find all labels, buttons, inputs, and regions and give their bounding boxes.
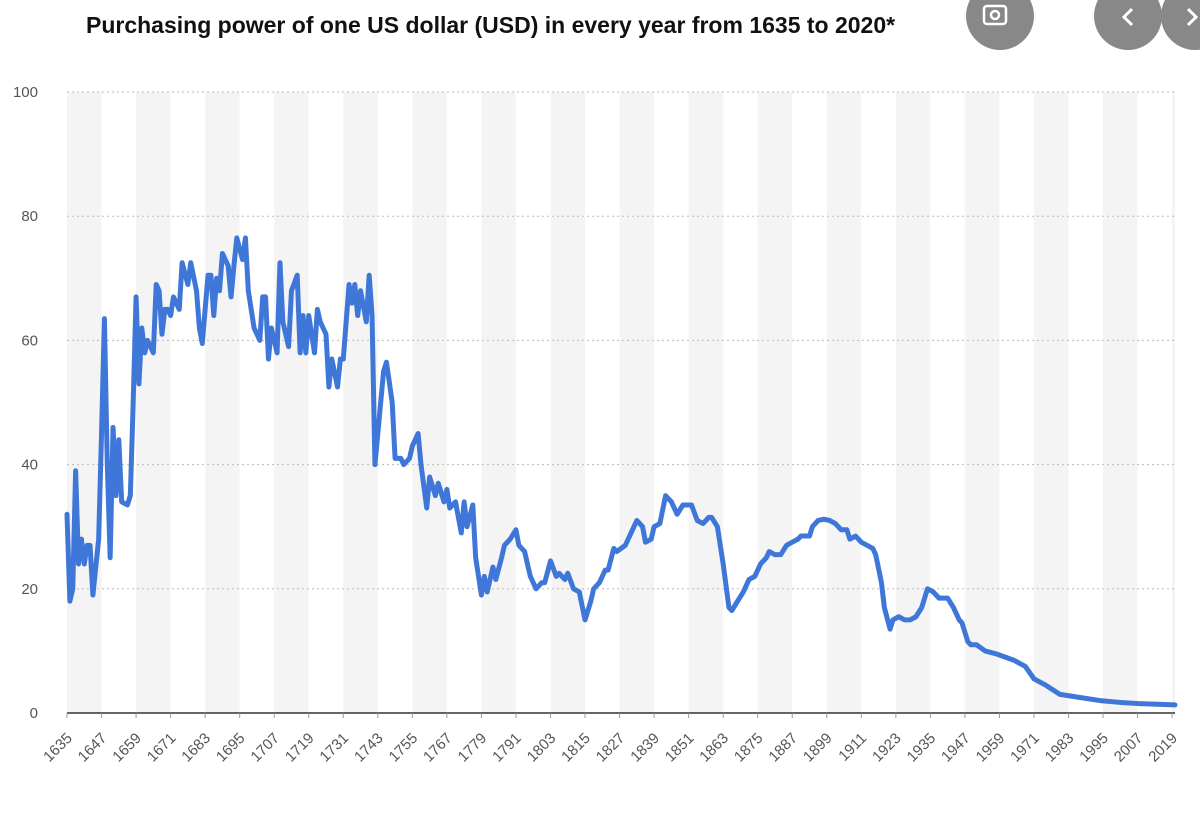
band — [67, 92, 102, 713]
y-tick-label: 40 — [21, 457, 38, 474]
x-tick-label: 1815 — [558, 730, 594, 766]
band — [861, 92, 896, 713]
x-tick-label: 1947 — [938, 730, 974, 766]
x-tick-label: 1899 — [800, 730, 836, 766]
icon — [1121, 7, 1134, 27]
x-tick-label: 1803 — [524, 730, 560, 766]
band — [205, 92, 240, 713]
background-bands — [67, 92, 1175, 713]
x-tick-label: 1731 — [316, 730, 352, 766]
band — [377, 92, 413, 713]
band — [757, 92, 793, 713]
x-tick-label: 1719 — [282, 730, 318, 766]
band — [550, 92, 586, 713]
x-tick-label: 1683 — [178, 730, 214, 766]
icon — [982, 4, 1008, 26]
x-tick-label: 1875 — [731, 730, 767, 766]
x-tick-label: 2019 — [1145, 730, 1181, 766]
band — [1172, 92, 1175, 713]
band — [619, 92, 655, 713]
x-tick-label: 1827 — [593, 730, 629, 766]
x-tick-label: 1959 — [973, 730, 1009, 766]
band — [136, 92, 171, 713]
y-tick-label: 100 — [13, 84, 38, 101]
band — [239, 92, 275, 713]
x-tick-label: 1935 — [904, 730, 940, 766]
x-tick-label: 1743 — [351, 730, 387, 766]
x-tick-label: 1791 — [489, 730, 525, 766]
x-tick-label: 1635 — [40, 730, 76, 766]
band — [515, 92, 551, 713]
band — [826, 92, 862, 713]
prev-button[interactable] — [1094, 0, 1162, 50]
x-tick-label: 1863 — [696, 730, 732, 766]
band — [1103, 92, 1138, 713]
band — [1033, 92, 1069, 713]
icon — [989, 9, 1001, 21]
band — [964, 92, 1000, 713]
band — [895, 92, 931, 713]
y-tick-label: 0 — [30, 705, 38, 722]
x-tick-label: 1983 — [1042, 730, 1078, 766]
x-tick-label: 1779 — [455, 730, 491, 766]
x-tick-label: 1971 — [1007, 730, 1043, 766]
band — [308, 92, 344, 713]
band — [688, 92, 724, 713]
toolbar — [966, 0, 1200, 50]
icon — [1186, 7, 1199, 27]
band — [481, 92, 516, 713]
band — [412, 92, 447, 713]
band — [792, 92, 827, 713]
x-tick-label: 1839 — [627, 730, 663, 766]
band — [654, 92, 689, 713]
data-line — [64, 235, 1178, 708]
band — [446, 92, 482, 713]
band — [274, 92, 309, 713]
x-tick-label: 2007 — [1111, 730, 1147, 766]
next-button[interactable] — [1161, 0, 1200, 50]
x-tick-label: 1647 — [75, 730, 111, 766]
y-tick-label: 20 — [21, 581, 38, 598]
x-tick-label: 1695 — [213, 730, 249, 766]
band — [1068, 92, 1104, 713]
grid — [67, 91, 1175, 714]
x-tick-label: 1887 — [765, 730, 801, 766]
chart-title: Purchasing power of one US dollar (USD) … — [86, 12, 895, 38]
x-tick-label: 1767 — [420, 730, 456, 766]
x-tick-label: 1659 — [109, 730, 145, 766]
x-tick-label: 1911 — [835, 730, 870, 765]
x-tick-label: 1923 — [869, 730, 905, 766]
band — [999, 92, 1034, 713]
x-tick-label: 1851 — [662, 730, 698, 766]
y-tick-label: 80 — [21, 208, 38, 225]
band — [930, 92, 965, 713]
x-tick-label: 1707 — [247, 730, 283, 766]
band — [585, 92, 620, 713]
x-tick-label: 1755 — [386, 730, 422, 766]
band — [1137, 92, 1173, 713]
x-tick-label: 1671 — [144, 730, 180, 766]
band — [170, 92, 206, 713]
y-tick-label: 60 — [21, 332, 38, 349]
band — [723, 92, 758, 713]
x-tick-label: 1995 — [1076, 730, 1112, 766]
